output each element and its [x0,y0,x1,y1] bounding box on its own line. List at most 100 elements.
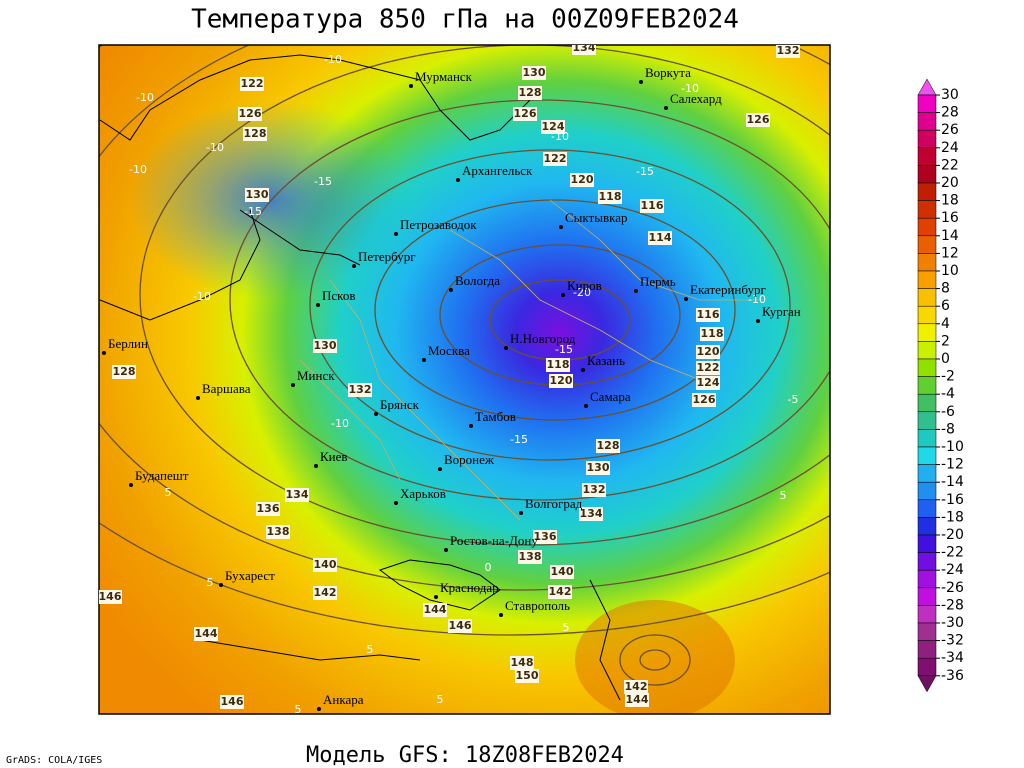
colorbar-band [917,305,937,325]
height-label: 120 [550,374,573,387]
colorbar-band [917,464,937,483]
colorbar-tick-label: 2 [941,333,950,349]
height-label-box [598,190,622,204]
height-label: 142 [625,680,648,693]
temperature-label: 5 [437,693,444,706]
temperature-label: 5 [207,576,214,589]
height-label: 126 [239,107,262,120]
colorbar-tick-label: -18 [941,509,964,525]
colorbar-tick-label: 6 [941,298,950,314]
height-label-box [510,656,534,670]
colorbar-tick-label: -30 [941,615,964,631]
colorbar-band [917,605,937,624]
city-dot [422,358,426,362]
subtitle: Модель GFS: 18Z08FEB2024 [306,743,624,768]
height-label: 146 [449,619,472,632]
city-label: Воронеж [444,452,495,467]
height-label: 142 [314,586,337,599]
temperature-label: -10 [193,290,211,303]
city-dot [394,232,398,236]
height-label: 122 [697,361,720,374]
height-label-box [533,530,557,544]
city-dot [317,707,321,711]
colorbar-band [917,270,937,289]
city-label: Киев [320,449,348,464]
colorbar-tick-label: 14 [941,228,959,244]
colorbar-tick-label: 18 [941,193,959,209]
colorbar-tick-label: -34 [941,650,964,666]
city-dot [756,319,760,323]
height-label: 142 [549,585,572,598]
height-label-box [696,361,720,375]
colorbar-tick-label: 0 [941,351,950,367]
temperature-label: -10 [324,53,342,66]
height-label: 128 [244,127,267,140]
city-dot [664,106,668,110]
colorbar-band [917,393,937,413]
temperature-label: -10 [551,130,569,143]
temperature-label: 5 [563,621,570,634]
height-label: 128 [597,439,620,452]
height-label-box [572,45,596,55]
height-label-box [220,695,244,709]
city-label: Минск [297,368,335,383]
map-frame [98,44,831,715]
temperature-label: 5 [295,703,302,716]
height-label-box [238,107,262,121]
height-label-box [243,127,267,141]
colorbar-band [917,200,937,219]
height-label-box [550,565,574,579]
temperature-label: -15 [510,433,528,446]
temperature-label: -15 [244,205,262,218]
colorbar-tick-label: 8 [941,281,950,297]
height-label-box [256,502,280,516]
city-dot [504,346,508,350]
height-label: 150 [516,669,539,682]
city-dot [316,303,320,307]
height-label-box [99,590,122,604]
colorbar-band [917,94,937,113]
city-label: Н.Новгород [510,331,576,346]
height-label: 130 [523,66,546,79]
height-label-box [696,345,720,359]
city-label: Курган [762,304,801,319]
temperature-label: -10 [331,417,349,430]
temperature-label: 0 [485,561,492,574]
height-label: 136 [534,530,557,543]
height-label: 140 [551,565,574,578]
city-label: Волгоград [525,496,583,511]
height-label: 148 [511,656,534,669]
height-label: 144 [424,603,447,616]
warm-region [575,600,735,714]
city-dot [561,293,565,297]
height-label: 118 [599,190,622,203]
colorbar-band [917,657,937,677]
height-label-box [266,525,290,539]
height-label-box [692,393,716,407]
colorbar-band [917,341,937,360]
height-label: 144 [195,627,218,640]
colorbar-tick-label: -20 [941,527,964,543]
city-label: Берлин [108,336,148,351]
height-label-box [518,86,542,100]
city-dot [352,264,356,268]
height-label-box [746,113,770,127]
colorbar-band [917,446,937,465]
city-label: Сыктывкар [565,210,628,225]
colorbar-band [917,129,937,149]
height-label: 132 [349,383,372,396]
city-label: Ставрополь [505,598,570,613]
city-label: Салехард [670,91,722,106]
height-label: 132 [583,483,606,496]
height-label: 146 [221,695,244,708]
colorbar-band [917,235,937,254]
colorbar-tick-label: -12 [941,457,964,473]
height-label-box [448,619,472,633]
height-label: 134 [580,507,603,520]
colorbar-tick-label: 20 [941,175,959,191]
height-label: 134 [573,41,596,54]
colorbar-tick-label: -24 [941,562,964,578]
height-label-box [522,66,546,80]
